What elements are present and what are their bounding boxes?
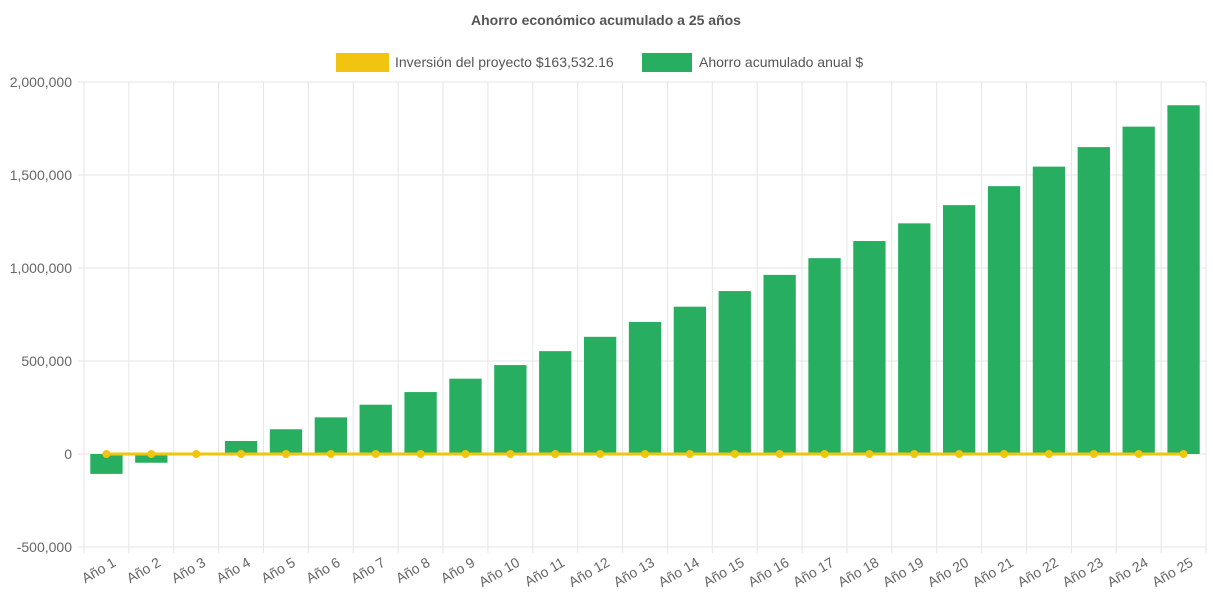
investment-point-6[interactable] <box>326 450 335 458</box>
legend-item-investment[interactable]: Inversión del proyecto $163,532.16 <box>336 53 614 72</box>
investment-point-14[interactable] <box>685 450 694 458</box>
x-tick-label: Año 11 <box>522 554 568 590</box>
investment-point-22[interactable] <box>1044 450 1053 458</box>
bar-18[interactable] <box>853 241 886 454</box>
x-tick-label: Año 13 <box>611 554 658 590</box>
investment-point-20[interactable] <box>955 450 964 458</box>
bar-13[interactable] <box>628 321 662 454</box>
investment-point-12[interactable] <box>596 450 605 458</box>
investment-point-24[interactable] <box>1134 450 1143 458</box>
investment-point-19[interactable] <box>910 450 919 458</box>
y-tick-label: -500,000 <box>17 539 72 555</box>
legend-label-savings: Ahorro acumulado anual $ <box>699 54 863 70</box>
investment-point-1[interactable] <box>102 450 111 458</box>
legend: Inversión del proyecto $163,532.16 Ahorr… <box>336 53 863 72</box>
investment-point-16[interactable] <box>775 450 784 458</box>
bar-6[interactable] <box>314 417 347 454</box>
bar-10[interactable] <box>494 365 527 454</box>
x-tick-label: Año 21 <box>970 554 1017 590</box>
investment-point-5[interactable] <box>281 450 290 458</box>
investment-point-13[interactable] <box>641 450 649 458</box>
x-tick-label: Año 1 <box>79 554 119 586</box>
bar-9[interactable] <box>449 378 482 454</box>
x-tick-label: Año 2 <box>124 554 164 586</box>
investment-point-25[interactable] <box>1179 450 1188 458</box>
investment-point-4[interactable] <box>237 450 246 458</box>
bar-15[interactable] <box>718 291 751 454</box>
bar-21[interactable] <box>987 186 1021 454</box>
x-tick-label: Año 15 <box>700 554 747 590</box>
x-tick-label: Año 19 <box>880 554 927 590</box>
x-tick-label: Año 7 <box>348 554 388 586</box>
bar-14[interactable] <box>673 306 707 454</box>
x-tick-label: Año 3 <box>168 554 208 586</box>
bar-19[interactable] <box>898 223 931 454</box>
bar-23[interactable] <box>1077 147 1110 454</box>
investment-point-3[interactable] <box>192 450 201 458</box>
x-tick-label: Año 17 <box>790 554 837 590</box>
legend-swatch-investment <box>336 53 389 72</box>
y-tick-label: 1,500,000 <box>10 167 72 183</box>
bar-25[interactable] <box>1167 105 1200 454</box>
y-axis: 2,000,000 1,500,000 1,000,000 500,000 0 -500,… <box>10 74 73 555</box>
line-series <box>102 450 1188 458</box>
investment-point-17[interactable] <box>820 450 829 458</box>
x-tick-label: Año 6 <box>303 554 343 586</box>
bar-series <box>90 105 1200 474</box>
x-tick-label: Año 5 <box>258 554 298 586</box>
x-tick-label: Año 14 <box>655 554 702 590</box>
bar-5[interactable] <box>269 429 303 454</box>
bar-16[interactable] <box>763 274 796 454</box>
investment-point-2[interactable] <box>147 450 156 458</box>
legend-label-investment: Inversión del proyecto $163,532.16 <box>395 54 614 70</box>
x-tick-label: Año 16 <box>745 554 792 590</box>
investment-point-18[interactable] <box>865 450 874 458</box>
y-tick-label: 0 <box>64 446 72 462</box>
bar-20[interactable] <box>943 205 976 454</box>
x-axis: Año 1 Año 2 Año 3 Año 4 Año 5 Año 6 Año 7 Año 8… <box>79 554 1196 590</box>
investment-point-7[interactable] <box>371 450 380 458</box>
investment-point-8[interactable] <box>416 450 425 458</box>
grid <box>78 81 1207 553</box>
bar-4[interactable] <box>224 440 258 454</box>
y-tick-label: 2,000,000 <box>10 74 72 90</box>
bar-1[interactable] <box>90 454 123 474</box>
x-tick-label: Año 12 <box>566 554 613 590</box>
bar-2[interactable] <box>135 454 168 463</box>
y-tick-label: 500,000 <box>21 353 72 369</box>
y-tick-label: 1,000,000 <box>10 260 72 276</box>
bar-11[interactable] <box>539 351 572 454</box>
bar-17[interactable] <box>808 258 841 454</box>
chart-title: Ahorro económico acumulado a 25 años <box>471 12 741 28</box>
x-tick-label: Año 22 <box>1014 554 1061 590</box>
bar-12[interactable] <box>583 336 617 454</box>
x-tick-label: Año 9 <box>438 554 478 586</box>
investment-point-23[interactable] <box>1089 450 1098 458</box>
bar-7[interactable] <box>359 404 392 454</box>
investment-point-9[interactable] <box>461 450 470 458</box>
x-tick-label: Año 8 <box>393 554 433 586</box>
bar-24[interactable] <box>1122 126 1155 454</box>
x-tick-label: Año 25 <box>1149 554 1196 590</box>
legend-swatch-savings <box>642 53 692 72</box>
x-tick-label: Año 24 <box>1104 554 1151 590</box>
investment-point-10[interactable] <box>506 450 515 458</box>
x-tick-label: Año 23 <box>1059 554 1106 590</box>
legend-item-savings[interactable]: Ahorro acumulado anual $ <box>642 53 863 72</box>
investment-point-21[interactable] <box>1000 450 1009 458</box>
x-tick-label: Año 4 <box>213 554 253 586</box>
investment-point-15[interactable] <box>730 450 739 458</box>
x-tick-label: Año 20 <box>925 554 972 590</box>
investment-point-11[interactable] <box>551 450 560 458</box>
x-tick-label: Año 18 <box>835 554 882 590</box>
bar-22[interactable] <box>1032 166 1066 454</box>
bar-8[interactable] <box>404 392 437 454</box>
x-tick-label: Año 10 <box>476 554 523 590</box>
